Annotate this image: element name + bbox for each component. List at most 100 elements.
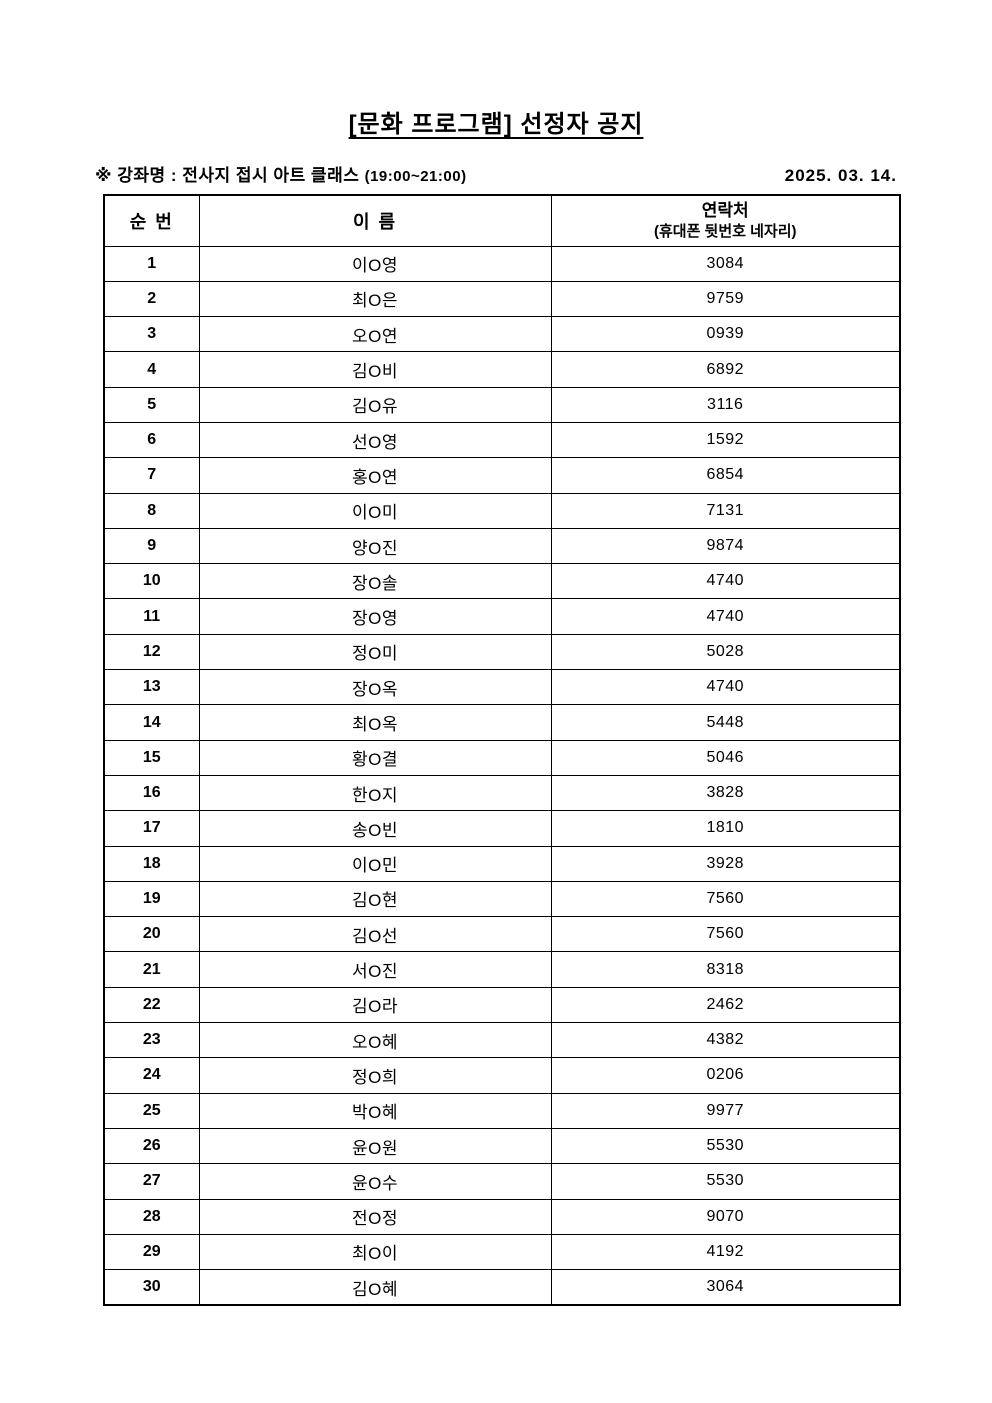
table-row: 16 한O지 3828 xyxy=(103,774,901,812)
table-row: 22 김O라 2462 xyxy=(103,986,901,1024)
row-number-cell: 23 xyxy=(103,1022,200,1059)
row-number-cell: 4 xyxy=(103,351,200,388)
table-row: 4 김O비 6892 xyxy=(103,351,901,388)
table-row: 26 윤O원 5530 xyxy=(103,1127,901,1165)
row-number-cell: 28 xyxy=(103,1198,200,1235)
contact-digits-cell: 4740 xyxy=(550,669,901,706)
participant-name-cell: 김O라 xyxy=(198,986,552,1024)
contact-digits-cell: 4740 xyxy=(550,598,901,635)
table-row: 7 홍O연 6854 xyxy=(103,457,901,494)
row-number-cell: 29 xyxy=(103,1233,200,1271)
participant-name-cell: 최O은 xyxy=(198,280,552,318)
contact-digits-cell: 3928 xyxy=(550,845,901,882)
participant-name-cell: 김O비 xyxy=(198,351,552,388)
contact-digits-cell: 7560 xyxy=(550,916,901,953)
table-row: 10 장O솔 4740 xyxy=(103,563,901,600)
table-row: 24 정O희 0206 xyxy=(103,1057,901,1094)
table-header-row: 순 번 이 름 연락처 (휴대폰 뒷번호 네자리) xyxy=(103,194,901,247)
participant-name-cell: 오O혜 xyxy=(198,1022,552,1059)
contact-digits-cell: 6854 xyxy=(550,457,901,494)
row-number-cell: 9 xyxy=(103,527,200,565)
row-number-cell: 25 xyxy=(103,1092,200,1129)
participant-name-cell: 이O민 xyxy=(198,845,552,882)
row-number-cell: 26 xyxy=(103,1127,200,1165)
row-number-cell: 24 xyxy=(103,1057,200,1094)
participant-name-cell: 윤O원 xyxy=(198,1127,552,1165)
participant-name-cell: 이O미 xyxy=(198,492,552,529)
table-row: 15 황O결 5046 xyxy=(103,739,901,776)
participant-name-cell: 한O지 xyxy=(198,774,552,812)
contact-digits-cell: 2462 xyxy=(550,986,901,1024)
table-row: 6 선O영 1592 xyxy=(103,421,901,459)
contact-digits-cell: 5530 xyxy=(550,1163,901,1200)
contact-digits-cell: 3084 xyxy=(550,245,901,282)
contact-digits-cell: 5530 xyxy=(550,1127,901,1165)
page-title: [문화 프로그램] 선정자 공지 xyxy=(348,111,644,138)
contact-digits-cell: 7131 xyxy=(550,492,901,529)
row-number-cell: 15 xyxy=(103,739,200,776)
row-number-cell: 12 xyxy=(103,633,200,671)
participant-name-cell: 이O영 xyxy=(198,245,552,282)
contact-digits-cell: 4192 xyxy=(550,1233,901,1271)
row-number-cell: 3 xyxy=(103,316,200,353)
table-row: 8 이O미 7131 xyxy=(103,492,901,529)
row-number-cell: 16 xyxy=(103,774,200,812)
contact-digits-cell: 3116 xyxy=(550,386,901,423)
row-number-cell: 21 xyxy=(103,951,200,988)
row-number-cell: 8 xyxy=(103,492,200,529)
column-header-contact: 연락처 (휴대폰 뒷번호 네자리) xyxy=(550,194,901,247)
contact-digits-cell: 9977 xyxy=(550,1092,901,1129)
row-number-cell: 10 xyxy=(103,563,200,600)
participant-name-cell: 최O이 xyxy=(198,1233,552,1271)
row-number-cell: 13 xyxy=(103,669,200,706)
contact-digits-cell: 9874 xyxy=(550,527,901,565)
table-row: 12 정O미 5028 xyxy=(103,633,901,671)
contact-digits-cell: 9759 xyxy=(550,280,901,318)
document-date: 2025. 03. 14. xyxy=(784,166,897,185)
contact-digits-cell: 5028 xyxy=(550,633,901,671)
contact-digits-cell: 3064 xyxy=(550,1269,901,1306)
selected-participants-table: 순 번 이 름 연락처 (휴대폰 뒷번호 네자리) 1 이O영 3084 2 최O은 97… xyxy=(103,194,901,1306)
participant-name-cell: 최O옥 xyxy=(198,704,552,741)
row-number-cell: 19 xyxy=(103,880,200,918)
participant-name-cell: 김O현 xyxy=(198,880,552,918)
table-row: 28 전O정 9070 xyxy=(103,1198,901,1235)
table-row: 18 이O민 3928 xyxy=(103,845,901,882)
row-number-cell: 14 xyxy=(103,704,200,741)
contact-digits-cell: 4740 xyxy=(550,563,901,600)
table-row: 19 김O현 7560 xyxy=(103,880,901,918)
table-row: 21 서O진 8318 xyxy=(103,951,901,988)
participant-name-cell: 황O결 xyxy=(198,739,552,776)
participant-name-cell: 정O미 xyxy=(198,633,552,671)
participant-name-cell: 오O연 xyxy=(198,316,552,353)
contact-digits-cell: 7560 xyxy=(550,880,901,918)
row-number-cell: 30 xyxy=(103,1269,200,1306)
participant-name-cell: 홍O연 xyxy=(198,457,552,494)
participant-name-cell: 정O희 xyxy=(198,1057,552,1094)
table-row: 9 양O진 9874 xyxy=(103,527,901,565)
table-row: 25 박O혜 9977 xyxy=(103,1092,901,1129)
table-row: 29 최O이 4192 xyxy=(103,1233,901,1271)
participant-name-cell: 김O선 xyxy=(198,916,552,953)
table-body: 1 이O영 3084 2 최O은 9759 3 오O연 0939 4 김O비 6892 5 김O유 3116… xyxy=(103,245,901,1306)
contact-digits-cell: 5046 xyxy=(550,739,901,776)
column-header-name: 이 름 xyxy=(198,194,552,247)
table-row: 14 최O옥 5448 xyxy=(103,704,901,741)
participant-name-cell: 장O옥 xyxy=(198,669,552,706)
row-number-cell: 22 xyxy=(103,986,200,1024)
participant-name-cell: 박O혜 xyxy=(198,1092,552,1129)
table-row: 23 오O혜 4382 xyxy=(103,1022,901,1059)
contact-digits-cell: 0939 xyxy=(550,316,901,353)
row-number-cell: 27 xyxy=(103,1163,200,1200)
contact-digits-cell: 8318 xyxy=(550,951,901,988)
participant-name-cell: 송O빈 xyxy=(198,810,552,847)
participant-name-cell: 윤O수 xyxy=(198,1163,552,1200)
row-number-cell: 5 xyxy=(103,386,200,423)
table-row: 3 오O연 0939 xyxy=(103,316,901,353)
row-number-cell: 17 xyxy=(103,810,200,847)
table-row: 30 김O혜 3064 xyxy=(103,1269,901,1306)
participant-name-cell: 장O영 xyxy=(198,598,552,635)
table-row: 13 장O옥 4740 xyxy=(103,669,901,706)
contact-digits-cell: 3828 xyxy=(550,774,901,812)
participant-name-cell: 양O진 xyxy=(198,527,552,565)
